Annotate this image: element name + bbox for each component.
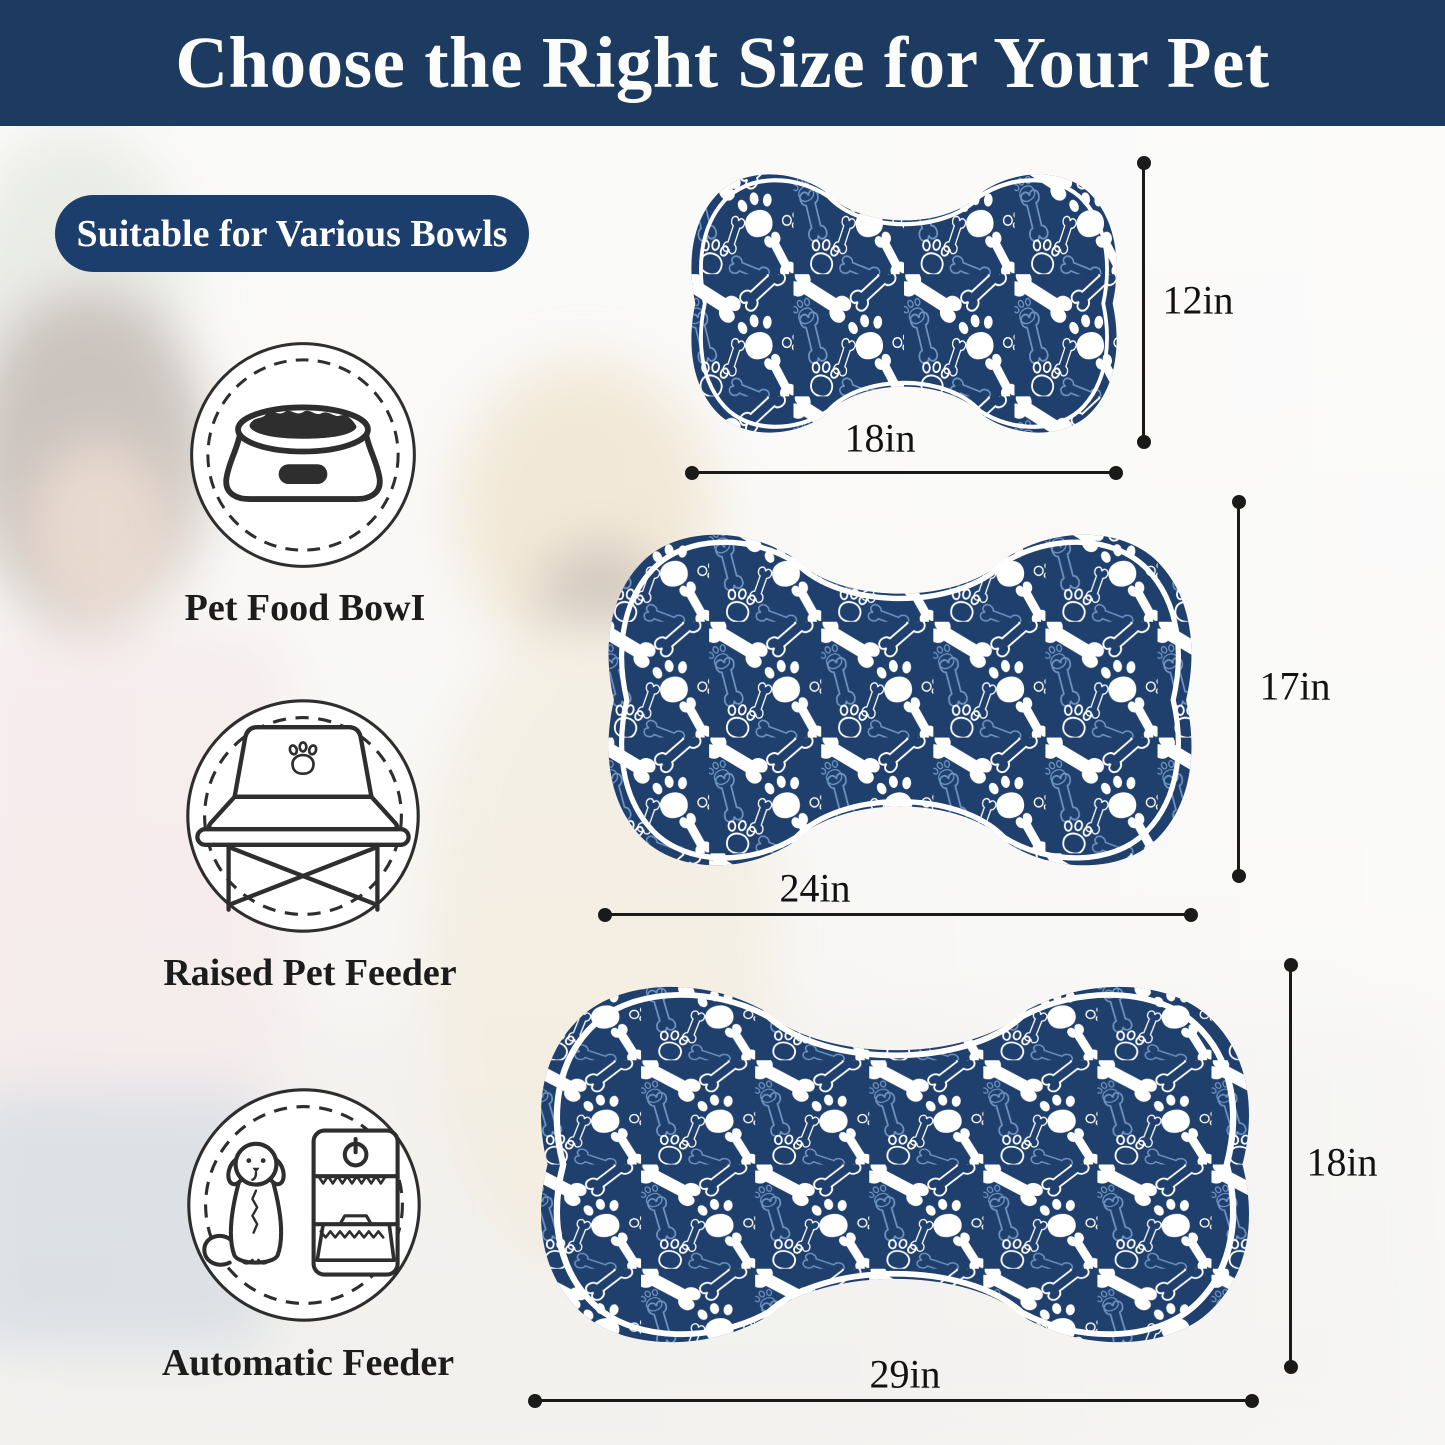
width-dimension-line-large xyxy=(528,1393,1259,1408)
bowl-type-label: Raised Pet Feeder xyxy=(163,952,457,994)
width-dimension-line-small xyxy=(685,465,1123,480)
height-dimension-line-small xyxy=(1136,156,1151,449)
pet-food-bowl-icon xyxy=(190,342,416,568)
bowl-type-item xyxy=(183,696,423,936)
bowl-type-label: Pet Food BowI xyxy=(184,587,426,629)
automatic-feeder-icon xyxy=(187,1088,421,1322)
height-dimension-line-large xyxy=(1283,958,1298,1374)
height-dimension-line-medium xyxy=(1231,495,1246,883)
header-banner: Choose the Right Size for Your Pet xyxy=(0,0,1445,126)
height-dimension-label-large: 18in xyxy=(1306,1139,1378,1185)
raised-pet-feeder-icon xyxy=(186,699,420,933)
bowl-type-item xyxy=(184,1085,424,1325)
bone-mat-small xyxy=(691,174,1117,433)
suitable-bowls-badge: Suitable for Various Bowls xyxy=(55,195,529,272)
width-dimension-line-medium xyxy=(598,907,1198,922)
width-dimension-label-small: 18in xyxy=(844,415,916,461)
badge-label: Suitable for Various Bowls xyxy=(76,212,508,255)
bowl-type-label: Automatic Feeder xyxy=(161,1342,455,1384)
height-dimension-label-small: 12in xyxy=(1162,277,1234,323)
width-dimension-label-large: 29in xyxy=(869,1351,941,1397)
bone-mat-large xyxy=(540,986,1250,1343)
height-dimension-label-medium: 17in xyxy=(1259,663,1331,709)
page-title: Choose the Right Size for Your Pet xyxy=(175,22,1270,103)
bowl-type-item xyxy=(187,339,419,571)
bone-mat-medium xyxy=(608,534,1192,866)
width-dimension-label-medium: 24in xyxy=(779,865,851,911)
